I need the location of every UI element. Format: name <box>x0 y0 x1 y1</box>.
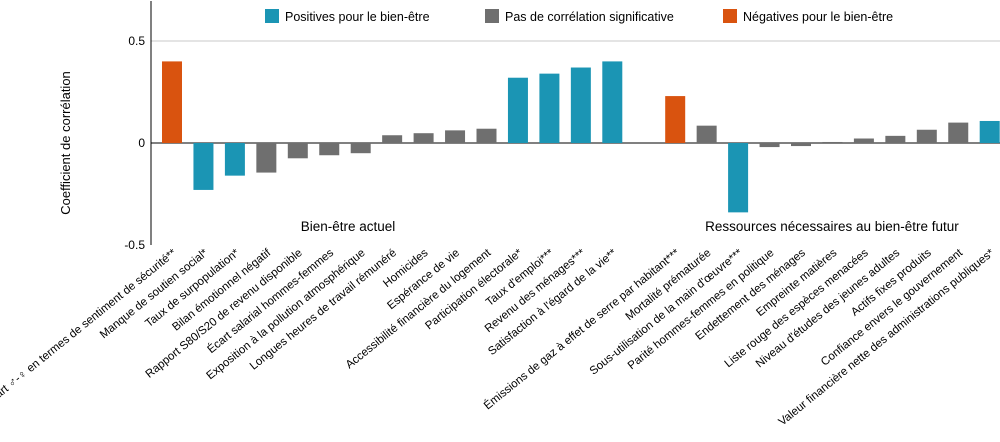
bar <box>570 67 591 143</box>
bar <box>696 125 717 143</box>
bars-layer <box>162 61 1000 213</box>
y-tick-label: -0.5 <box>124 238 145 252</box>
bar <box>665 96 686 143</box>
bar <box>507 77 528 143</box>
bar <box>853 138 874 143</box>
bar <box>224 143 245 176</box>
legend-swatch <box>723 9 737 23</box>
bar <box>539 73 560 143</box>
bar <box>162 61 182 143</box>
bar <box>728 143 749 213</box>
bar <box>256 143 277 173</box>
group-label: Ressources nécessaires au bien-être futu… <box>705 219 959 234</box>
category-labels-layer: Écart ♂-♀ en termes de sentiment de sécu… <box>0 219 997 428</box>
bar <box>948 122 969 143</box>
legend-label: Positives pour le bien-être <box>285 10 430 24</box>
bar <box>916 129 937 143</box>
bar <box>382 135 403 143</box>
legend: Positives pour le bien-être Pas de corrél… <box>265 9 893 24</box>
bar <box>287 143 308 159</box>
legend-label: Pas de corrélation significative <box>505 10 674 24</box>
bar <box>193 143 214 190</box>
legend-swatch <box>265 9 279 23</box>
bar <box>979 120 1000 143</box>
axis-layer: 0.5 0 -0.5 <box>124 1 1000 252</box>
bar <box>413 133 434 143</box>
bar <box>350 143 371 154</box>
group-label: Bien-être actuel <box>301 219 396 234</box>
bar <box>885 135 906 143</box>
y-tick-label: 0.5 <box>128 34 145 48</box>
y-tick-label: 0 <box>138 136 145 150</box>
bar <box>476 128 497 143</box>
bar <box>319 143 340 156</box>
y-axis-title: Coefficient de corrélation <box>58 71 73 215</box>
bar <box>602 61 623 143</box>
bar <box>791 143 811 147</box>
legend-swatch <box>485 9 499 23</box>
bar <box>445 130 466 143</box>
bar <box>822 141 843 143</box>
legend-label: Négatives pour le bien-être <box>743 10 893 24</box>
bar <box>759 143 780 148</box>
